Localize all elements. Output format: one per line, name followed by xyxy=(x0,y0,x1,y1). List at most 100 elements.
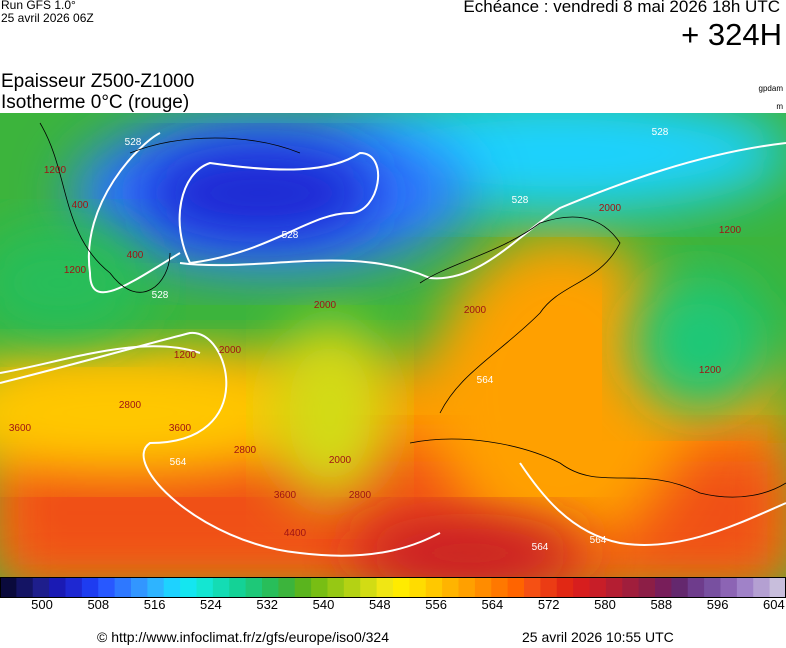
colorbar-swatch xyxy=(81,577,99,597)
colorbar-swatch xyxy=(524,577,541,597)
footer-generated: 25 avril 2026 10:55 UTC xyxy=(522,629,674,645)
colorbar-swatch xyxy=(409,577,427,597)
contour-label: 3600 xyxy=(274,490,297,501)
contour-label: 2000 xyxy=(314,300,337,311)
colorbar-swatch xyxy=(180,577,197,597)
title-2: Isotherme 0°C (rouge) xyxy=(1,92,190,113)
contour-label: 2000 xyxy=(464,305,487,316)
colorbar-swatch xyxy=(245,577,263,597)
colorbar-label: 540 xyxy=(313,597,335,612)
unit-1: gpdam xyxy=(758,84,783,93)
colorbar-swatch xyxy=(704,577,721,597)
colorbar-swatch xyxy=(393,577,410,597)
lead-time: + 324H xyxy=(681,17,782,52)
contour-label: 2800 xyxy=(119,400,142,411)
colorbar-swatch xyxy=(622,577,640,597)
footer-source: © http://www.infoclimat.fr/z/gfs/europe/… xyxy=(97,629,390,645)
title-1: Epaisseur Z500-Z1000 xyxy=(1,71,195,92)
colorbar-swatch xyxy=(32,577,50,597)
colorbar-label: 548 xyxy=(369,597,391,612)
contour-label: 528 xyxy=(152,290,169,301)
colorbar-swatch xyxy=(49,577,66,597)
contour-label: 1200 xyxy=(699,365,722,376)
contour-label: 528 xyxy=(512,195,529,206)
colorbar-swatch xyxy=(212,577,230,597)
colorbar-swatch xyxy=(327,577,345,597)
colorbar-swatch xyxy=(98,577,116,597)
colorbar-swatch xyxy=(16,577,34,597)
contour-label: 1200 xyxy=(174,350,197,361)
contour-label: 4400 xyxy=(284,528,307,539)
colorbar: 500 508 516 524 532 540 548 556 564 572 580 588 596 6… xyxy=(0,577,786,612)
colorbar-swatch xyxy=(753,577,771,597)
contour-label: 3600 xyxy=(9,423,32,434)
colorbar-swatch xyxy=(65,577,83,597)
contour-label: 528 xyxy=(282,230,299,241)
colorbar-swatch xyxy=(163,577,181,597)
unit-2: m xyxy=(776,102,783,111)
colorbar-swatch xyxy=(147,577,165,597)
contour-label: 2800 xyxy=(349,490,372,501)
colorbar-swatch xyxy=(376,577,394,597)
contour-label: 400 xyxy=(127,250,144,261)
contour-label: 2000 xyxy=(599,203,622,214)
valid-time: Echéance : vendredi 8 mai 2026 18h UTC xyxy=(463,0,780,16)
colorbar-swatch xyxy=(720,577,738,597)
colorbar-label: 572 xyxy=(538,597,560,612)
colorbar-label: 532 xyxy=(256,597,278,612)
colorbar-swatch xyxy=(474,577,492,597)
colorbar-swatch xyxy=(262,577,279,597)
colorbar-swatch xyxy=(294,577,312,597)
colorbar-swatch xyxy=(589,577,607,597)
colorbar-label: 588 xyxy=(650,597,672,612)
run-label: Run GFS 1.0° xyxy=(1,0,76,12)
contours xyxy=(0,132,786,557)
colorbar-swatch xyxy=(343,577,361,597)
map: 528 528 528 528 528 564 564 564 564 1200 1200 1200 1… xyxy=(0,113,786,577)
coastlines xyxy=(39,122,786,498)
colorbar-swatch xyxy=(114,577,132,597)
run-date: 25 avril 2026 06Z xyxy=(1,11,94,25)
colorbar-label: 508 xyxy=(87,597,109,612)
colorbar-swatch xyxy=(425,577,443,597)
colorbar-swatch xyxy=(638,577,656,597)
contour-label: 2000 xyxy=(329,455,352,466)
colorbar-swatch xyxy=(687,577,705,597)
colorbar-swatch xyxy=(491,577,509,597)
colorbar-swatch xyxy=(278,577,296,597)
colorbar-swatch xyxy=(556,577,574,597)
colorbar-label: 556 xyxy=(425,597,447,612)
colorbar-swatch xyxy=(229,577,247,597)
contour-label: 1200 xyxy=(719,225,742,236)
colorbar-label: 564 xyxy=(482,597,504,612)
colorbar-label: 580 xyxy=(594,597,616,612)
contour-label: 3600 xyxy=(169,423,192,434)
colorbar-swatch xyxy=(458,577,476,597)
colorbar-swatch xyxy=(573,577,590,597)
colorbar-label: 524 xyxy=(200,597,222,612)
colorbar-swatch xyxy=(769,577,786,597)
colorbar-label: 516 xyxy=(144,597,166,612)
field xyxy=(0,113,786,577)
contour-label: 400 xyxy=(72,200,89,211)
colorbar-swatch xyxy=(0,577,17,597)
contour-label: 1200 xyxy=(64,265,87,276)
colorbar-swatch xyxy=(311,577,328,597)
contour-label: 528 xyxy=(652,127,669,138)
colorbar-swatch xyxy=(671,577,689,597)
contour-label: 528 xyxy=(125,137,142,148)
contour-label: 2800 xyxy=(234,445,257,456)
colorbar-swatch xyxy=(442,577,459,597)
colorbar-swatch xyxy=(507,577,525,597)
contour-label: 2000 xyxy=(219,345,242,356)
colorbar-label: 604 xyxy=(763,597,785,612)
colorbar-label: 500 xyxy=(31,597,53,612)
colorbar-label: 596 xyxy=(707,597,729,612)
contour-label: 1200 xyxy=(44,165,67,176)
colorbar-swatch xyxy=(655,577,672,597)
colorbar-swatch xyxy=(605,577,623,597)
contour-label: 564 xyxy=(170,457,187,468)
contour-label: 564 xyxy=(477,375,494,386)
colorbar-swatch xyxy=(360,577,378,597)
